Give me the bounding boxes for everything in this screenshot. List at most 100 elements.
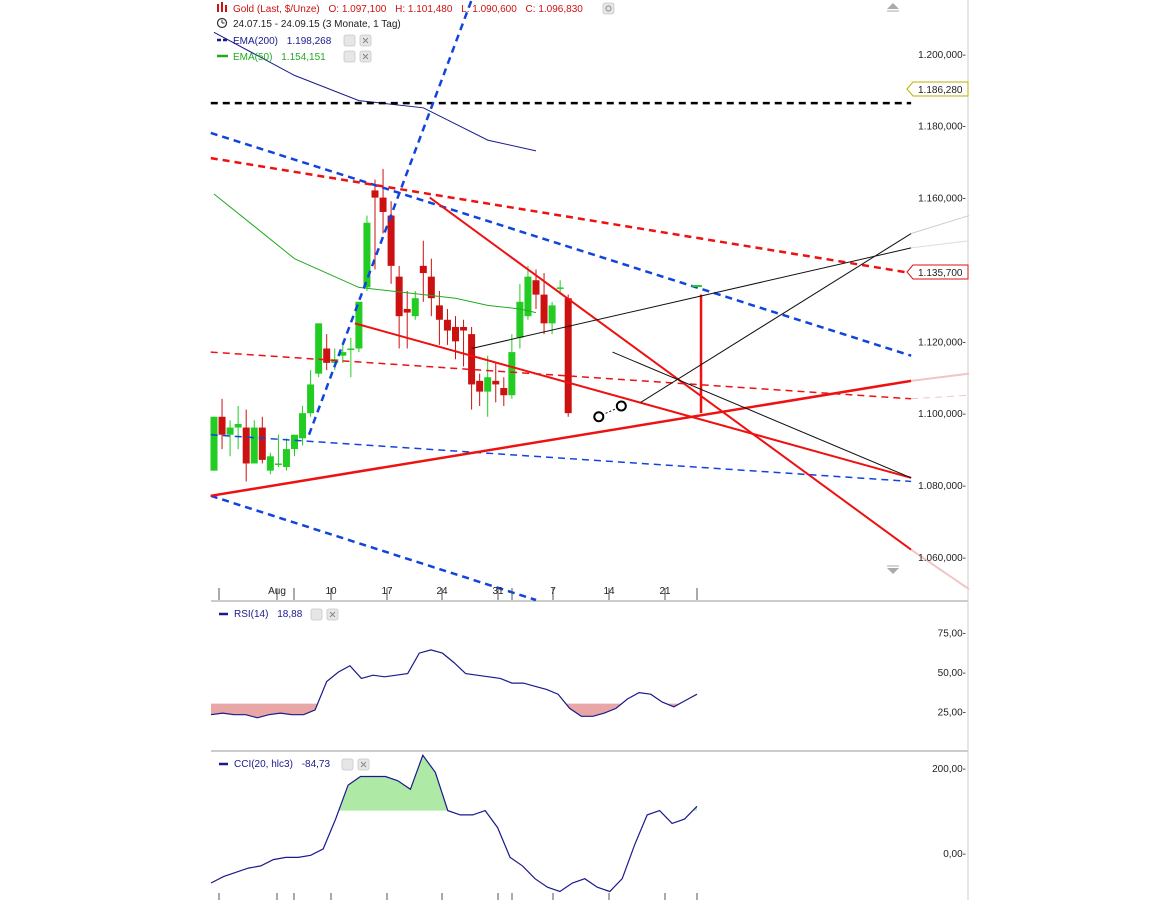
candle-body bbox=[323, 348, 331, 363]
price-tick-label: 1.100,000- bbox=[918, 409, 966, 420]
candle-body bbox=[250, 427, 258, 464]
open-value: O: 1.097,100 bbox=[329, 4, 387, 15]
blue-dashed-downtrend-upper bbox=[210, 131, 912, 357]
price-axis: 1.060,000- 1.080,000- 1.100,000- 1.120,000-… bbox=[918, 50, 966, 564]
candle-body bbox=[468, 334, 476, 385]
candle-body bbox=[371, 190, 379, 198]
svg-text:EMA(50) 1.154,151: EMA(50) 1.154,151 bbox=[233, 52, 326, 63]
time-tick-label: 7 bbox=[550, 586, 556, 597]
price-tick-label: 1.180,000- bbox=[918, 122, 966, 133]
cci-close-icon[interactable] bbox=[357, 758, 370, 771]
rsi-name: RSI(14) bbox=[234, 609, 268, 620]
candle-body bbox=[452, 326, 459, 342]
svg-text:Gold (Last, $/Unze) O:: Gold (Last, $/Unze) O: 1.097,100 H: 1.10… bbox=[233, 4, 583, 15]
price-tick-label: 1.080,000- bbox=[918, 481, 966, 492]
candlestick-series bbox=[210, 168, 572, 482]
red-support-line bbox=[210, 379, 912, 498]
red-steep-descending-line bbox=[429, 196, 912, 551]
scroll-up-icon[interactable] bbox=[887, 3, 899, 12]
time-tick-label: 10 bbox=[325, 586, 337, 597]
cci-panel: 0,00- 200,00- bbox=[210, 754, 966, 893]
candle-body bbox=[524, 276, 532, 317]
candle-body bbox=[387, 215, 395, 266]
cci-name: CCI(20, hlc3) bbox=[234, 759, 293, 770]
candle-body bbox=[282, 449, 290, 468]
candle-body bbox=[315, 323, 323, 374]
candle-body bbox=[363, 222, 371, 288]
candle-body bbox=[564, 298, 572, 414]
price-flag-black-label: 1.186,280 bbox=[918, 85, 963, 96]
price-flag-black: 1.186,280 bbox=[906, 81, 969, 97]
blue-dashed-steep bbox=[307, 0, 473, 436]
candle-body bbox=[347, 348, 355, 351]
black-rising-line bbox=[471, 247, 912, 349]
cci-overbought-fill bbox=[338, 755, 448, 811]
price-tick-label: 1.060,000- bbox=[918, 553, 966, 564]
pivot-marker bbox=[615, 400, 627, 412]
rsi-line bbox=[210, 649, 698, 719]
time-tick-label: 14 bbox=[603, 586, 615, 597]
time-axis: Aug 10 17 24 31 7 14 21 bbox=[218, 586, 698, 900]
instrument-legend: Gold (Last, $/Unze) O: 1.097,100 H: 1.10… bbox=[216, 2, 615, 63]
candle-body bbox=[419, 265, 427, 274]
cci-settings-icon[interactable] bbox=[341, 758, 354, 771]
pivot-marker bbox=[593, 411, 605, 423]
candle-body bbox=[411, 298, 419, 317]
time-tick-label: 17 bbox=[381, 586, 393, 597]
cci-tick-label: 0,00- bbox=[943, 849, 966, 860]
rsi-close-icon[interactable] bbox=[326, 608, 339, 621]
rsi-value: 18,88 bbox=[277, 609, 302, 620]
date-range: 24.07.15 - 24.09.15 (3 Monate, 1 Tag) bbox=[233, 19, 401, 30]
red-descending-extension bbox=[910, 548, 970, 591]
time-tick-label: 24 bbox=[436, 586, 448, 597]
ema200-close-icon[interactable] bbox=[359, 34, 372, 47]
rsi-tick-label: 25,00- bbox=[938, 708, 966, 719]
ema200-settings-icon[interactable] bbox=[343, 34, 356, 47]
red-dashed-upper bbox=[210, 156, 912, 275]
candle-body bbox=[210, 416, 218, 471]
candle-body bbox=[395, 276, 403, 317]
candle-body bbox=[443, 319, 451, 331]
candle-body bbox=[484, 377, 492, 392]
candle-body bbox=[234, 423, 242, 428]
instrument-name: Gold (Last, $/Unze) bbox=[233, 4, 320, 15]
candle-body bbox=[403, 308, 411, 313]
price-flag-red: 1.135,700 bbox=[906, 264, 969, 280]
rsi-legend: RSI(14) 18,88 bbox=[219, 608, 339, 621]
black-rising-extension bbox=[911, 240, 970, 249]
red-support-extension bbox=[911, 372, 970, 382]
candle-body bbox=[540, 294, 548, 324]
blue-dashed-downtrend-middle bbox=[210, 433, 912, 483]
trend-lines[interactable] bbox=[210, 0, 970, 602]
price-flag-red-label: 1.135,700 bbox=[918, 268, 963, 279]
time-tick-label: 31 bbox=[492, 586, 504, 597]
candle-body bbox=[556, 287, 564, 289]
ema50-name: EMA(50) bbox=[233, 52, 272, 63]
candle-body bbox=[274, 463, 282, 465]
black-steep-rising-line bbox=[640, 233, 912, 403]
time-tick-label: 21 bbox=[659, 586, 671, 597]
ema50-close-icon[interactable] bbox=[359, 50, 372, 63]
ema-lines bbox=[213, 31, 537, 314]
candle-body bbox=[476, 380, 484, 392]
ema50-line bbox=[213, 193, 537, 314]
candle-body bbox=[435, 305, 443, 320]
black-falling-line bbox=[612, 351, 912, 479]
time-tick-label: Aug bbox=[268, 586, 286, 597]
candle-body bbox=[258, 427, 266, 460]
candles-icon bbox=[217, 2, 227, 12]
red-dashed-middle bbox=[210, 351, 912, 400]
ema50-value: 1.154,151 bbox=[281, 52, 326, 63]
ema50-settings-icon[interactable] bbox=[343, 50, 356, 63]
scroll-down-icon[interactable] bbox=[887, 565, 899, 574]
red-dashed-extension bbox=[911, 394, 970, 400]
candle-body bbox=[460, 326, 468, 331]
candle-body bbox=[548, 305, 556, 324]
candle-body bbox=[291, 434, 298, 450]
svg-text:RSI(14) 18,88: RSI(14) 18,88 bbox=[234, 609, 303, 620]
settings-icon[interactable] bbox=[602, 2, 615, 15]
rsi-settings-icon[interactable] bbox=[310, 608, 323, 621]
svg-text:CCI(20, hlc3) -84,73: CCI(20, hlc3) -84,73 bbox=[234, 759, 330, 770]
